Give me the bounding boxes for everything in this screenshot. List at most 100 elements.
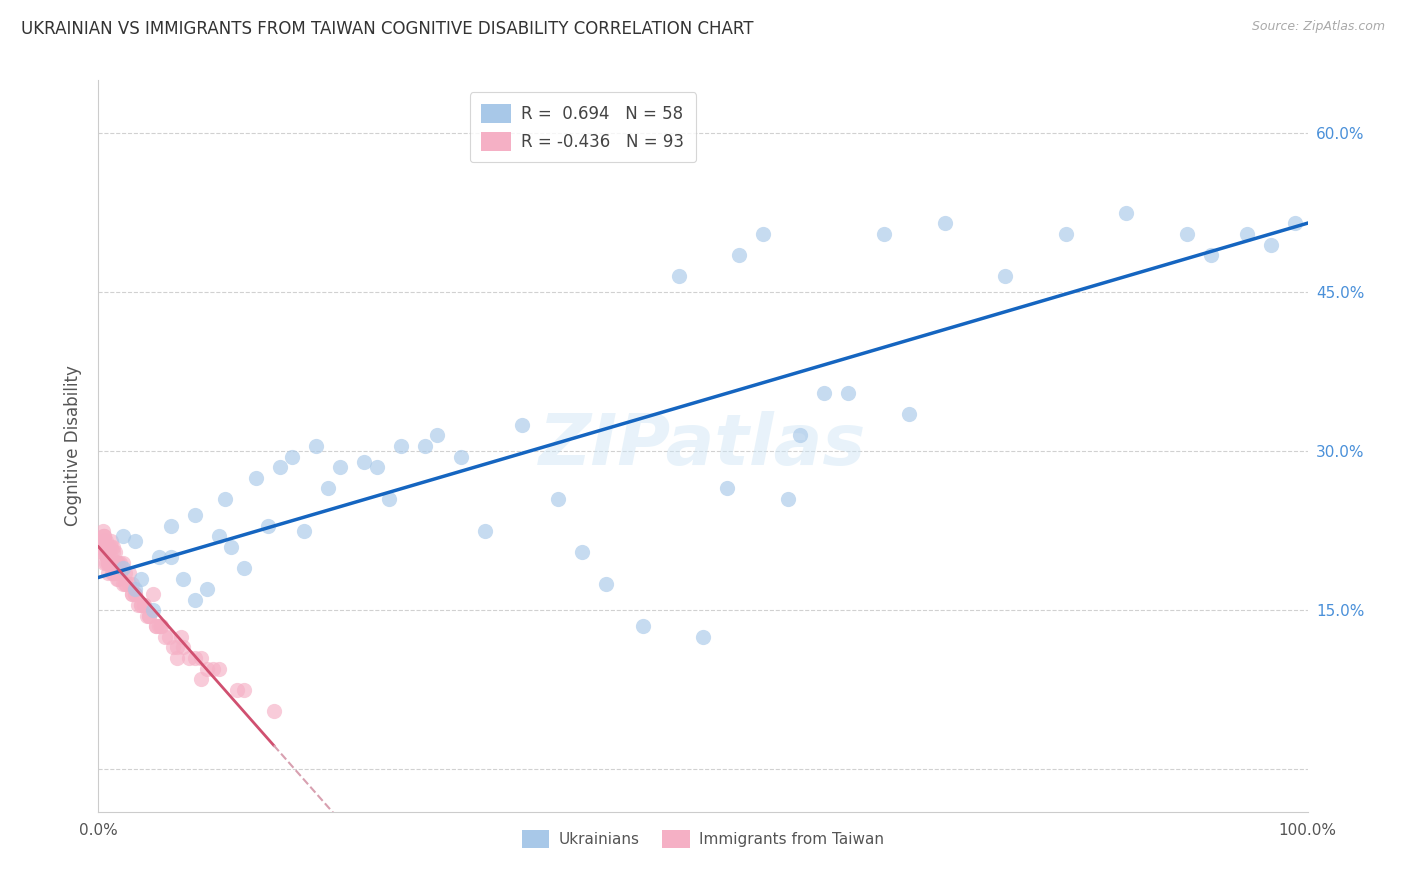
Point	[124, 582, 146, 596]
Point	[124, 587, 146, 601]
Point	[97, 556, 120, 570]
Point	[426, 428, 449, 442]
Point	[91, 529, 114, 543]
Point	[692, 630, 714, 644]
Point	[1260, 237, 1282, 252]
Point	[184, 651, 207, 665]
Point	[160, 518, 183, 533]
Point	[93, 529, 115, 543]
Point	[111, 576, 134, 591]
Point	[716, 482, 738, 496]
Point	[728, 248, 751, 262]
Point	[389, 439, 412, 453]
Point	[208, 662, 231, 676]
Point	[179, 651, 201, 665]
Point	[101, 545, 124, 559]
Point	[91, 534, 114, 549]
Point	[97, 545, 120, 559]
Point	[138, 608, 160, 623]
Point	[104, 545, 127, 559]
Point	[93, 529, 115, 543]
Point	[172, 640, 194, 655]
Point	[450, 450, 472, 464]
Point	[94, 545, 117, 559]
Point	[111, 556, 134, 570]
Point	[111, 561, 134, 575]
Point	[124, 534, 146, 549]
Point	[101, 566, 124, 581]
Point	[100, 556, 122, 570]
Point	[129, 598, 152, 612]
Point	[184, 592, 207, 607]
Point	[115, 576, 138, 591]
Point	[166, 640, 188, 655]
Point	[145, 619, 167, 633]
Point	[104, 556, 127, 570]
Point	[897, 407, 920, 421]
Point	[1199, 248, 1222, 262]
Point	[148, 619, 170, 633]
Point	[195, 662, 218, 676]
Point	[100, 566, 122, 581]
Point	[135, 608, 157, 623]
Point	[232, 561, 254, 575]
Point	[121, 587, 143, 601]
Point	[837, 386, 859, 401]
Point	[91, 534, 114, 549]
Point	[111, 529, 134, 543]
Point	[595, 576, 617, 591]
Point	[108, 566, 131, 581]
Point	[214, 491, 236, 506]
Point	[91, 540, 114, 554]
Point	[98, 540, 121, 554]
Point	[121, 576, 143, 591]
Point	[202, 662, 225, 676]
Point	[129, 572, 152, 586]
Point	[97, 556, 120, 570]
Point	[221, 540, 243, 554]
Point	[190, 651, 212, 665]
Point	[305, 439, 328, 453]
Point	[142, 587, 165, 601]
Point	[281, 450, 304, 464]
Point	[184, 508, 207, 522]
Text: UKRAINIAN VS IMMIGRANTS FROM TAIWAN COGNITIVE DISABILITY CORRELATION CHART: UKRAINIAN VS IMMIGRANTS FROM TAIWAN COGN…	[21, 20, 754, 37]
Point	[129, 598, 152, 612]
Point	[994, 269, 1017, 284]
Point	[245, 471, 267, 485]
Text: ZIPatlas: ZIPatlas	[540, 411, 866, 481]
Point	[1054, 227, 1077, 241]
Point	[96, 545, 118, 559]
Point	[127, 598, 149, 612]
Point	[94, 534, 117, 549]
Point	[121, 587, 143, 601]
Point	[91, 524, 114, 538]
Point	[142, 603, 165, 617]
Point	[91, 545, 114, 559]
Point	[134, 598, 156, 612]
Point	[108, 556, 131, 570]
Point	[208, 529, 231, 543]
Point	[190, 672, 212, 686]
Point	[789, 428, 811, 442]
Point	[366, 460, 388, 475]
Point	[107, 572, 129, 586]
Point	[114, 566, 136, 581]
Point	[571, 545, 593, 559]
Point	[256, 518, 278, 533]
Point	[91, 540, 114, 554]
Point	[668, 269, 690, 284]
Point	[93, 556, 115, 570]
Point	[134, 598, 156, 612]
Point	[145, 619, 167, 633]
Point	[1284, 216, 1306, 230]
Point	[1115, 206, 1137, 220]
Point	[1175, 227, 1198, 241]
Point	[98, 556, 121, 570]
Point	[100, 540, 122, 554]
Text: Source: ZipAtlas.com: Source: ZipAtlas.com	[1251, 20, 1385, 33]
Point	[150, 619, 173, 633]
Point	[153, 630, 176, 644]
Point	[169, 630, 191, 644]
Point	[292, 524, 315, 538]
